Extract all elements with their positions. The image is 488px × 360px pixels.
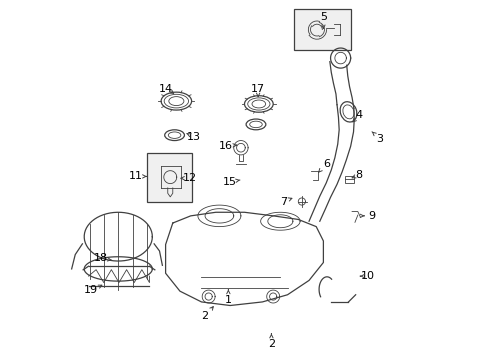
Text: 3: 3	[376, 134, 383, 144]
Bar	[345, 176, 353, 183]
Text: 13: 13	[187, 132, 201, 142]
Text: 18: 18	[94, 253, 108, 263]
Text: 2: 2	[267, 339, 274, 349]
Bar	[293, 9, 351, 50]
Bar	[147, 153, 191, 202]
Text: 17: 17	[250, 84, 264, 94]
Text: 19: 19	[84, 285, 98, 296]
Text: 2: 2	[201, 311, 208, 321]
Text: 6: 6	[322, 159, 329, 169]
Text: 7: 7	[279, 197, 286, 207]
Text: 11: 11	[129, 171, 143, 181]
Text: 15: 15	[222, 177, 236, 187]
Text: 16: 16	[219, 141, 232, 151]
Text: 8: 8	[355, 170, 362, 180]
Text: 5: 5	[319, 12, 326, 22]
Text: 1: 1	[224, 295, 231, 305]
Text: 10: 10	[361, 271, 374, 281]
Text: 4: 4	[355, 111, 362, 121]
Text: 9: 9	[367, 211, 375, 221]
Text: 12: 12	[183, 173, 197, 183]
Text: 14: 14	[159, 84, 173, 94]
